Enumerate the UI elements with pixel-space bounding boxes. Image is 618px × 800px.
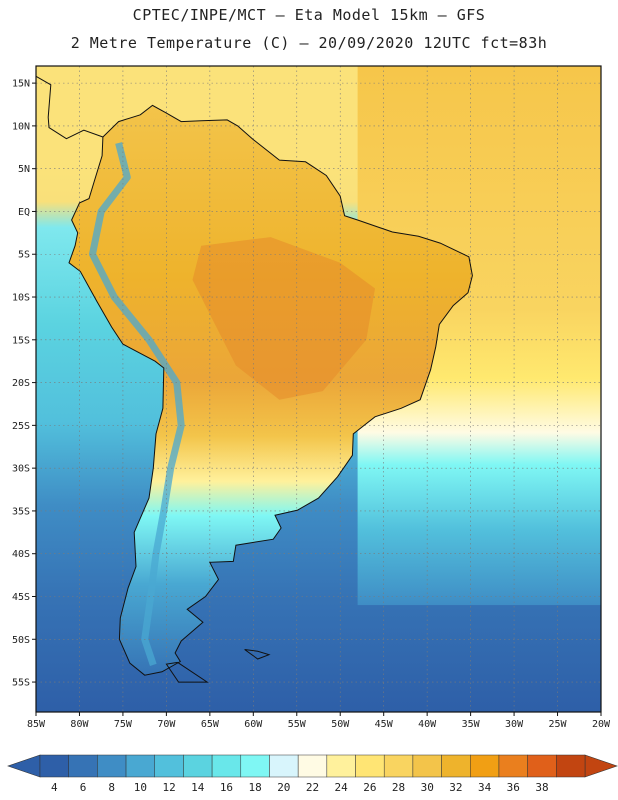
lon-tick-label: 30W [505, 719, 524, 730]
hot-core-region [192, 237, 375, 400]
lon-tick-label: 85W [27, 719, 46, 730]
lat-tick-label: 45S [12, 592, 30, 603]
colorbar: 4 6 8 10 12 14 16 18 20 22 24 26 28 30 32 34 36 38 [7, 754, 618, 794]
colorbar-low-arrow [7, 754, 41, 778]
colorbar-swatch [355, 754, 385, 778]
colorbar-label: 24 [335, 781, 349, 794]
colorbar-swatch [326, 754, 356, 778]
latitude-labels: 15N 10N 5N EQ 5S 10S 15S 20S 25S 30S 35S 40S 45S 50S 5… [12, 79, 36, 689]
lon-tick-label: 50W [331, 719, 350, 730]
lon-tick-label: 75W [114, 719, 133, 730]
colorbar-label: 4 [51, 781, 58, 794]
central-america-coastline [36, 75, 104, 140]
island-coastlines [36, 107, 271, 683]
colorbar-swatch [269, 754, 299, 778]
colorbar-label: 20 [277, 781, 290, 794]
colorbar-label: 8 [108, 781, 115, 794]
lat-tick-label: 5N [18, 164, 30, 175]
lat-tick-label: 50S [12, 635, 30, 646]
map-field [36, 66, 601, 712]
lat-tick-label: 40S [12, 549, 30, 560]
colorbar-label: 28 [392, 781, 405, 794]
lat-tick-label: 30S [12, 464, 30, 475]
lat-tick-label: 15S [12, 335, 30, 346]
lat-tick-label: 55S [12, 678, 30, 689]
lon-tick-label: 65W [201, 719, 220, 730]
colorbar-swatch [297, 754, 328, 778]
colorbar-label: 18 [249, 781, 262, 794]
longitude-labels: 85W 80W 75W 70W 65W 60W 55W 50W 45W 40W 35W 30W 25W 2… [27, 712, 611, 730]
colorbar-label: 32 [449, 781, 462, 794]
lon-tick-label: 55W [288, 719, 307, 730]
colorbar-swatch [383, 754, 414, 778]
colorbar-swatch [556, 754, 586, 778]
lat-tick-label: 25S [12, 421, 30, 432]
colorbar-swatch [68, 754, 98, 778]
island-outline [36, 107, 37, 109]
colorbar-label: 36 [507, 781, 520, 794]
map-title: CPTEC/INPE/MCT – Eta Model 15km – GFS [132, 6, 486, 24]
lon-tick-label: 35W [462, 719, 481, 730]
island-outline [244, 649, 271, 660]
lat-tick-label: 20S [12, 378, 30, 389]
map-frame [35, 65, 602, 713]
colorbar-label: 10 [134, 781, 147, 794]
lat-tick-label: 10N [12, 121, 30, 132]
colorbar-label: 12 [162, 781, 175, 794]
lon-tick-label: 70W [157, 719, 176, 730]
colorbar-swatch [470, 754, 500, 778]
colorbar-label: 26 [363, 781, 376, 794]
lon-tick-label: 20W [592, 719, 611, 730]
lat-tick-label: 10S [12, 293, 30, 304]
colorbar-swatch [441, 754, 471, 778]
colorbar-swatch [183, 754, 213, 778]
colorbar-swatch [498, 754, 528, 778]
lon-tick-label: 60W [244, 719, 263, 730]
colorbar-swatch [97, 754, 127, 778]
colorbar-label: 14 [191, 781, 205, 794]
lat-tick-label: 15N [12, 79, 30, 90]
colorbar-swatch [412, 754, 442, 778]
andes-cold-band [89, 142, 185, 667]
colorbar-swatch [154, 754, 184, 778]
colorbar-swatch [240, 754, 270, 778]
lon-tick-label: 40W [418, 719, 437, 730]
map-subtitle: 2 Metre Temperature (C) – 20/09/2020 12U… [70, 34, 548, 52]
coastline [68, 104, 473, 676]
colorbar-swatch [211, 754, 242, 778]
lat-tick-label: 35S [12, 506, 30, 517]
colorbar-swatch [527, 754, 557, 778]
colorbar-swatch [125, 754, 155, 778]
colorbar-high-arrow [584, 754, 618, 778]
lat-tick-label: EQ [18, 207, 30, 218]
island-outline [165, 661, 209, 683]
colorbar-label: 30 [421, 781, 434, 794]
colorbar-swatch [39, 754, 69, 778]
lon-tick-label: 45W [375, 719, 394, 730]
lon-tick-label: 80W [70, 719, 89, 730]
colorbar-label: 16 [220, 781, 233, 794]
lon-tick-label: 25W [549, 719, 568, 730]
colorbar-label: 38 [535, 781, 548, 794]
colorbar-label: 34 [478, 781, 492, 794]
colorbar-label: 22 [306, 781, 319, 794]
lat-tick-label: 5S [18, 250, 30, 261]
colorbar-label: 6 [80, 781, 87, 794]
